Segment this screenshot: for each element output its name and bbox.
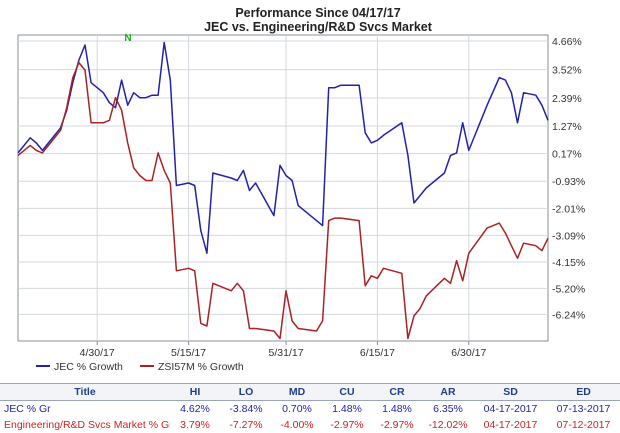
row-cr-cell: 1.48%: [382, 403, 412, 415]
legend-label-zsi57m: ZSI57M % Growth: [158, 361, 244, 373]
x-tick-label: 4/30/17: [80, 347, 115, 359]
y-tick-label: 3.52%: [552, 65, 582, 77]
col-header-sd: SD: [474, 383, 547, 401]
performance-stats-table: Title HI LO MD CU CR AR SD ED JEC % Gr 4…: [0, 383, 620, 433]
table-row: JEC % Gr 4.62% -3.84% 0.70% 1.48% 1.48% …: [0, 401, 620, 418]
y-tick-label: -3.09%: [552, 230, 585, 242]
y-tick-label: 2.39%: [552, 93, 582, 105]
col-header-title: Title: [0, 383, 170, 401]
y-tick-label: -4.15%: [552, 257, 585, 269]
y-tick-label: -0.93%: [552, 176, 585, 188]
col-header-md: MD: [272, 383, 322, 401]
y-tick-label: -6.24%: [552, 309, 585, 321]
col-header-lo: LO: [220, 383, 272, 401]
row-ed-cell: 07-12-2017: [556, 419, 611, 431]
row-lo-cell: -3.84%: [229, 403, 263, 415]
x-tick-label: 6/30/17: [451, 347, 486, 359]
row-cr-cell: -2.97%: [380, 419, 414, 431]
row-sd-cell: 04-17-2017: [483, 403, 538, 415]
grid-lines: [18, 35, 548, 341]
row-title-cell: Engineering/R&D Svcs Market % Gr: [4, 419, 170, 431]
series-lines: [17, 41, 549, 340]
chart-subtitle: JEC vs. Engineering/R&D Svcs Market: [204, 20, 433, 34]
y-tick-label: -5.20%: [552, 283, 585, 295]
row-md-cell: -4.00%: [280, 419, 314, 431]
row-cu-cell: -2.97%: [330, 419, 364, 431]
y-tick-label: 4.66%: [552, 36, 582, 48]
row-hi-cell: 4.62%: [180, 403, 210, 415]
row-ar-cell: -12.02%: [428, 419, 468, 431]
col-header-cr: CR: [372, 383, 422, 401]
y-tick-label: 1.27%: [552, 121, 582, 133]
table-row: Engineering/R&D Svcs Market % Gr 3.79% -…: [0, 417, 620, 433]
row-sd-cell: 04-17-2017: [483, 419, 538, 431]
x-tick-label: 5/31/17: [269, 347, 304, 359]
row-ed-cell: 07-13-2017: [556, 403, 611, 415]
y-axis-ticks: 4.66% 3.52% 2.39% 1.27% 0.17% -0.93% -2.01% -3.…: [552, 36, 585, 321]
chart-title: Performance Since 04/17/17: [235, 6, 400, 20]
x-tick-label: 6/15/17: [360, 347, 395, 359]
col-header-hi: HI: [170, 383, 220, 401]
col-header-ed: ED: [547, 383, 620, 401]
row-title-cell: JEC % Gr: [4, 403, 51, 415]
legend-label-jec: JEC % Growth: [54, 361, 123, 373]
row-cu-cell: 1.48%: [332, 403, 362, 415]
performance-chart: Performance Since 04/17/17 JEC vs. Engin…: [17, 6, 585, 373]
series-line-jec: [17, 41, 549, 254]
col-header-cu: CU: [322, 383, 372, 401]
x-tick-label: 5/15/17: [171, 347, 206, 359]
col-header-ar: AR: [422, 383, 474, 401]
row-lo-cell: -7.27%: [229, 419, 263, 431]
y-tick-label: 0.17%: [552, 149, 582, 161]
x-axis-ticks: 4/30/17 5/15/17 5/31/17 6/15/17 6/30/17: [80, 341, 486, 359]
row-hi-cell: 3.79%: [180, 419, 210, 431]
row-md-cell: 0.70%: [282, 403, 312, 415]
chart-legend: JEC % Growth ZSI57M % Growth: [36, 361, 244, 373]
plot-area: [17, 34, 549, 342]
table-header-row: Title HI LO MD CU CR AR SD ED: [0, 383, 620, 401]
series-line-zsi57m: [17, 61, 549, 340]
y-tick-label: -2.01%: [552, 203, 585, 215]
row-ar-cell: 6.35%: [433, 403, 463, 415]
new-event-marker: N: [124, 33, 131, 44]
